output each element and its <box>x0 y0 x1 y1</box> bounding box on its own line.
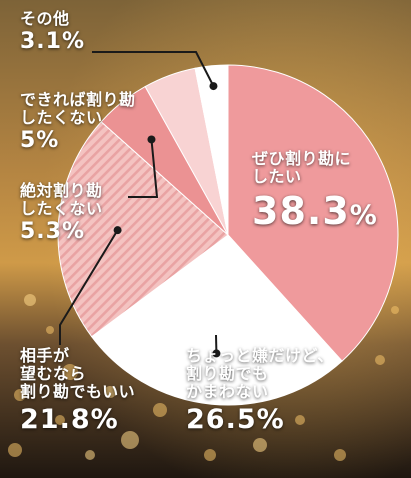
pie-slice-5 <box>194 64 229 236</box>
leader-other-line <box>92 51 215 87</box>
leader-other-dot <box>209 82 218 91</box>
bokeh-light <box>204 449 216 461</box>
leader-ok-dot <box>212 349 221 358</box>
bokeh-light <box>153 403 167 417</box>
label-ok-line2: 割り勘でも <box>186 363 269 383</box>
bokeh-light <box>85 450 95 460</box>
label-other-pct: 3.1% <box>20 28 86 54</box>
label-ifwant-line1: 相手が <box>20 346 70 365</box>
bokeh-light <box>104 386 116 398</box>
bokeh-light <box>121 431 139 449</box>
label-never-line2: したくない <box>20 198 103 218</box>
leader-ifwant-dot <box>113 226 122 235</box>
bokeh-light <box>295 415 305 425</box>
label-ifwant-line2: 望むなら <box>20 363 87 383</box>
bokeh-light <box>46 326 54 334</box>
label-ifwant-pct: 21.8% <box>20 403 119 435</box>
label-yes-value: 38.3 <box>252 188 350 233</box>
label-never-line1: 絶対割り勘 <box>20 181 103 200</box>
bokeh-light <box>253 438 267 452</box>
label-rather-pct: 5% <box>20 127 60 153</box>
bokeh-light <box>334 449 346 461</box>
bokeh-light <box>24 294 36 306</box>
label-ifwant-line3: 割り勘でもいい <box>20 381 136 401</box>
label-ok-pct: 26.5% <box>186 403 285 435</box>
label-ifwant: 相手が 望むなら 割り勘でもいい 21.8% <box>20 347 135 435</box>
pie-slice-1 <box>91 234 343 406</box>
pie-slice-0 <box>227 64 399 362</box>
label-never: 絶対割り勘 したくない 5.3% <box>20 182 103 244</box>
label-ok-line3: かまわない <box>186 381 269 401</box>
label-yes-line2: したい <box>252 166 302 186</box>
bokeh-light <box>62 364 78 380</box>
bokeh-light <box>391 306 399 314</box>
pie-slice-2 <box>57 121 229 338</box>
leader-ifwant-line <box>59 229 119 345</box>
bokeh-light <box>55 415 65 425</box>
label-ok-line1: ちょっと嫌だけど、 <box>186 346 334 365</box>
label-yes-line1: ぜひ割り勘に <box>252 149 352 168</box>
label-yes: ぜひ割り勘に したい 38.3% <box>252 149 378 233</box>
label-yes-unit: % <box>349 199 378 231</box>
bokeh-light <box>14 389 26 401</box>
label-ok: ちょっと嫌だけど、 割り勘でも かまわない 26.5% <box>186 347 334 435</box>
leader-never-line <box>128 139 159 198</box>
bokeh-light <box>8 443 22 457</box>
bokeh-light <box>375 355 385 365</box>
label-rather-line1: できれば割り勘 <box>20 90 136 109</box>
label-other: その他 3.1% <box>20 10 85 55</box>
label-rather-line2: したくない <box>20 107 103 127</box>
label-yes-pct: 38.3% <box>252 190 378 233</box>
label-never-pct: 5.3% <box>20 218 86 244</box>
leader-never-dot <box>147 135 156 144</box>
label-other-line1: その他 <box>20 9 70 28</box>
label-rather: できれば割り勘 したくない 5% <box>20 91 136 153</box>
